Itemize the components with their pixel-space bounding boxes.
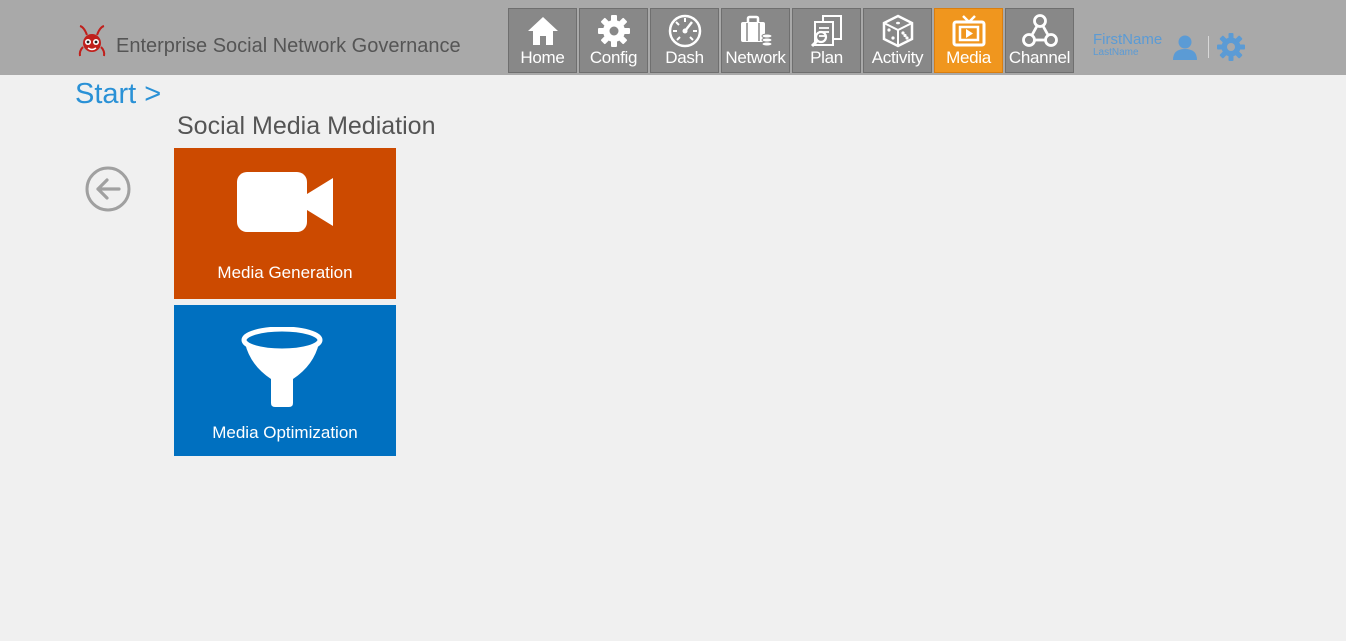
- nav-home[interactable]: Home: [508, 8, 577, 73]
- ant-mascot-icon: [78, 25, 106, 57]
- briefcase-coins-icon: [740, 15, 772, 47]
- gear-icon: [597, 15, 630, 47]
- tile-media-generation[interactable]: Media Generation: [174, 148, 396, 299]
- tv-play-icon: [952, 15, 985, 47]
- user-last-name[interactable]: LastName: [1093, 47, 1139, 58]
- nav-activity[interactable]: Activity: [863, 8, 932, 73]
- app-title: Enterprise Social Network Governance: [116, 35, 461, 57]
- dice-icon: [882, 14, 913, 48]
- tile-media-optimization[interactable]: Media Optimization: [174, 305, 396, 456]
- nav-config[interactable]: Config: [579, 8, 648, 73]
- network-nodes-icon: [1021, 14, 1058, 47]
- home-icon: [527, 17, 558, 45]
- documents-search-icon: [810, 15, 842, 48]
- nav-channel[interactable]: Channel: [1005, 8, 1074, 73]
- nav-plan[interactable]: Plan: [792, 8, 861, 73]
- dashboard-gauge-icon: [668, 14, 701, 48]
- user-first-name[interactable]: FirstName: [1093, 31, 1163, 48]
- user-avatar-icon[interactable]: [1171, 33, 1199, 61]
- tile-label: Media Generation: [217, 263, 353, 282]
- breadcrumb-start[interactable]: Start >: [75, 78, 162, 110]
- nav-network[interactable]: Network: [721, 8, 790, 73]
- header-divider: [1208, 36, 1209, 58]
- tile-label: Media Optimization: [212, 423, 358, 442]
- back-arrow-icon[interactable]: [84, 165, 132, 213]
- nav-dash[interactable]: Dash: [650, 8, 719, 73]
- settings-gear-icon[interactable]: [1216, 32, 1246, 62]
- video-camera-icon: [237, 172, 333, 232]
- nav-media[interactable]: Media: [934, 8, 1003, 73]
- section-title: Social Media Mediation: [177, 112, 436, 140]
- funnel-icon: [241, 327, 323, 407]
- top-bar: Enterprise Social Network Governance Hom…: [0, 0, 1346, 75]
